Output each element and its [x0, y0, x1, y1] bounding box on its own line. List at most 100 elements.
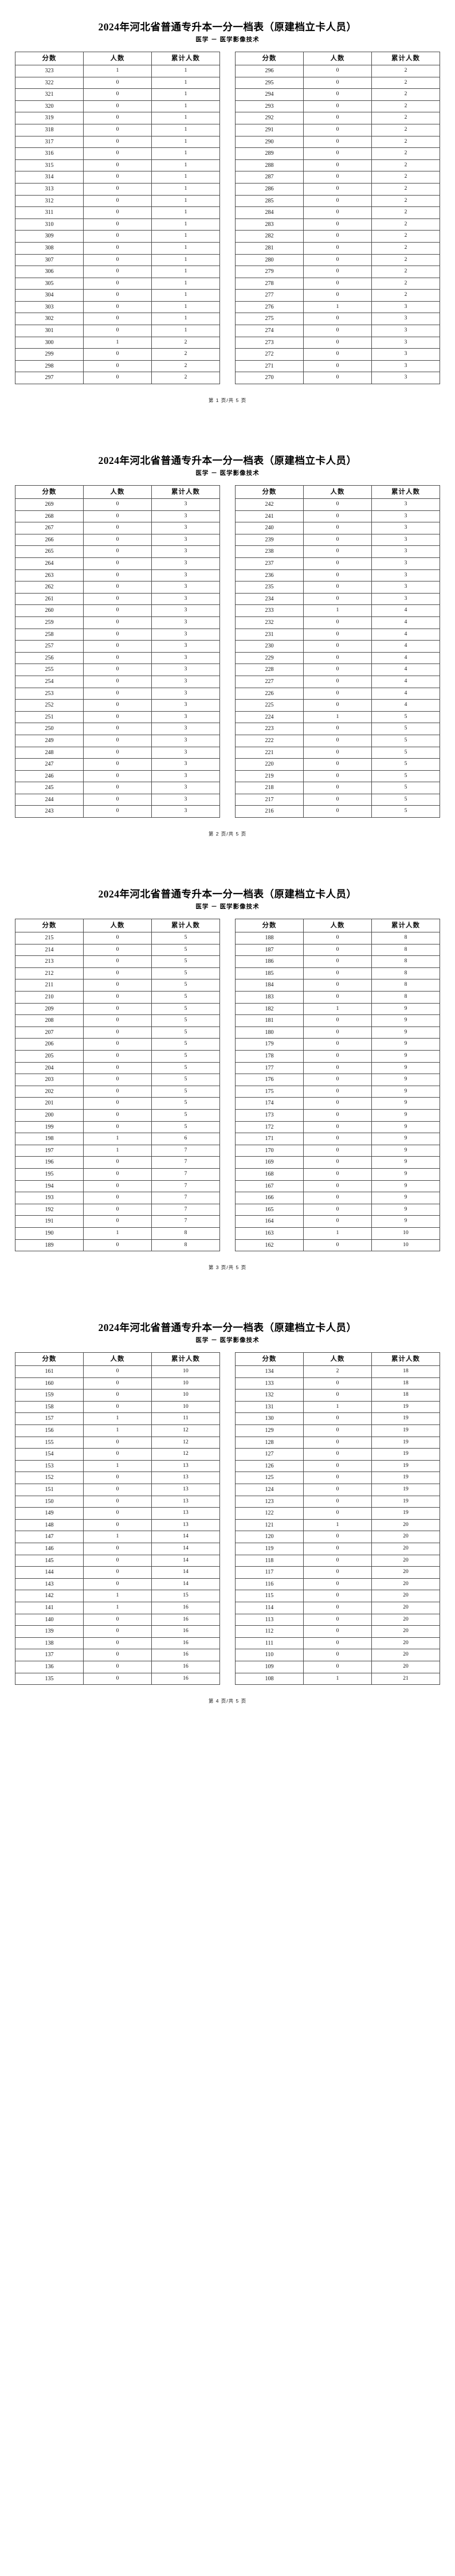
cell-count: 0 [303, 1097, 372, 1110]
cell-count: 0 [83, 147, 152, 160]
cell-count: 0 [303, 159, 372, 172]
cell-cumulative: 9 [371, 1215, 440, 1228]
cell-count: 0 [83, 325, 152, 337]
table-row: 246 0 3 [15, 770, 220, 783]
cell-cumulative: 2 [371, 194, 440, 208]
table-row: 124 0 19 [235, 1484, 440, 1496]
cell-score: 178 [235, 1050, 304, 1063]
table-row: 174 0 9 [235, 1097, 440, 1110]
tables-container: 分数 人数 累计人数 323 1 1 322 0 1 321 0 1 320 0 1 319 0 1 318 0 1 31… [15, 52, 440, 385]
cell-cumulative: 4 [371, 651, 440, 665]
table-row: 164 0 9 [235, 1215, 440, 1228]
cell-score: 215 [15, 932, 84, 944]
cell-count: 0 [83, 1672, 152, 1685]
cell-score: 117 [235, 1566, 304, 1579]
cell-score: 323 [15, 65, 84, 77]
cell-cumulative: 20 [371, 1601, 440, 1614]
cell-score: 115 [235, 1590, 304, 1602]
table-row: 192 0 7 [15, 1203, 220, 1216]
cell-count: 0 [303, 782, 372, 794]
table-row: 272 0 3 [235, 348, 440, 361]
table-row: 141 1 16 [15, 1601, 220, 1614]
cell-score: 113 [235, 1613, 304, 1626]
table-row: 125 0 19 [235, 1472, 440, 1485]
cell-score: 315 [15, 159, 84, 172]
cell-score: 190 [15, 1227, 84, 1240]
cell-score: 293 [235, 100, 304, 113]
cell-count: 0 [303, 135, 372, 149]
cell-count: 0 [303, 545, 372, 558]
cell-cumulative: 19 [371, 1472, 440, 1485]
cell-cumulative: 1 [151, 289, 220, 302]
cell-cumulative: 2 [371, 135, 440, 149]
cell-count: 0 [83, 592, 152, 606]
cell-cumulative: 5 [151, 1038, 220, 1051]
cell-score: 319 [15, 112, 84, 124]
cell-cumulative: 8 [371, 991, 440, 1004]
cell-score: 261 [15, 592, 84, 606]
table-row: 304 0 1 [15, 289, 220, 302]
cell-cumulative: 10 [151, 1377, 220, 1390]
cell-score: 307 [15, 253, 84, 267]
cell-score: 127 [235, 1448, 304, 1461]
cell-count: 0 [303, 241, 372, 255]
cell-cumulative: 13 [151, 1484, 220, 1496]
cell-score: 141 [15, 1601, 84, 1614]
cell-score: 264 [15, 557, 84, 570]
cell-count: 0 [303, 112, 372, 124]
cell-score: 235 [235, 581, 304, 594]
table-header-row: 分数 人数 累计人数 [15, 919, 220, 933]
cell-cumulative: 1 [151, 206, 220, 219]
cell-score: 208 [15, 1014, 84, 1027]
cell-count: 0 [303, 663, 372, 676]
cell-cumulative: 12 [151, 1436, 220, 1449]
cell-count: 0 [303, 1061, 372, 1075]
cell-score: 122 [235, 1507, 304, 1520]
cell-count: 0 [303, 206, 372, 219]
table-row: 250 0 3 [15, 723, 220, 735]
table-row: 213 0 5 [15, 955, 220, 968]
cell-score: 182 [235, 1002, 304, 1016]
cell-cumulative: 4 [371, 640, 440, 653]
cell-count: 1 [83, 1590, 152, 1602]
column-header-count: 人数 [303, 485, 372, 499]
cell-cumulative: 9 [371, 1203, 440, 1216]
cell-count: 0 [303, 88, 372, 101]
cell-cumulative: 9 [371, 1121, 440, 1134]
cell-cumulative: 15 [151, 1590, 220, 1602]
table-row: 166 0 9 [235, 1192, 440, 1204]
cell-count: 0 [83, 991, 152, 1004]
cell-cumulative: 3 [371, 533, 440, 547]
cell-count: 0 [83, 1519, 152, 1532]
cell-cumulative: 10 [151, 1400, 220, 1414]
cell-score: 314 [15, 171, 84, 184]
cell-cumulative: 4 [371, 663, 440, 676]
cell-count: 0 [303, 1026, 372, 1039]
page-footer: 第 3 页/共 5 页 [208, 1264, 247, 1271]
table-row: 153 1 13 [15, 1459, 220, 1473]
cell-count: 0 [303, 770, 372, 783]
cell-score: 213 [15, 955, 84, 968]
page-content: 2024年河北省普通专升本一分一档表（原建档立卡人员） 医学 － 医学影像技术 分数… [0, 0, 455, 413]
table-row: 228 0 4 [235, 663, 440, 676]
table-row: 159 0 10 [15, 1389, 220, 1402]
cell-cumulative: 1 [151, 76, 220, 89]
column-header-cumulative: 累计人数 [151, 919, 220, 933]
cell-count: 0 [303, 1085, 372, 1098]
cell-count: 0 [83, 1613, 152, 1626]
cell-score: 250 [15, 723, 84, 735]
cell-count: 0 [83, 1365, 152, 1378]
table-row: 290 0 2 [235, 135, 440, 149]
cell-score: 120 [235, 1531, 304, 1543]
cell-cumulative: 5 [371, 782, 440, 794]
cell-count: 0 [303, 100, 372, 113]
cell-cumulative: 3 [371, 498, 440, 511]
cell-score: 155 [15, 1436, 84, 1449]
page-footer: 第 4 页/共 5 页 [208, 1698, 247, 1704]
page-subtitle: 医学 － 医学影像技术 [195, 1337, 260, 1344]
table-row: 123 0 19 [235, 1495, 440, 1508]
cell-count: 0 [303, 253, 372, 267]
cell-cumulative: 9 [371, 1038, 440, 1051]
cell-score: 247 [15, 758, 84, 771]
table-row: 111 0 20 [235, 1637, 440, 1650]
